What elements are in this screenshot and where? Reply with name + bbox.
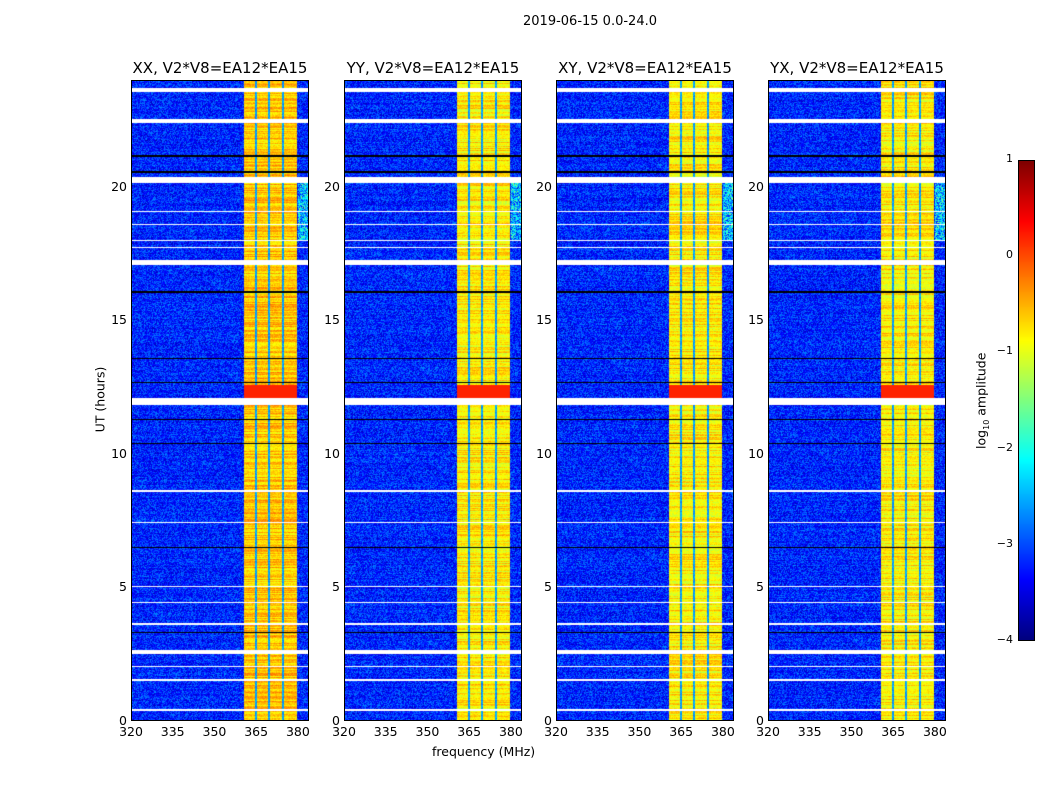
- heatmap-cells: [345, 81, 521, 720]
- x-tick-label: 335: [797, 724, 822, 739]
- y-tick-label: 15: [324, 312, 340, 328]
- y-tick-label: 5: [756, 579, 764, 595]
- x-tick-label: 350: [627, 724, 652, 739]
- x-tick-label: 380: [285, 724, 310, 739]
- x-tick-label: 365: [457, 724, 482, 739]
- heatmap-panel-xy: [556, 80, 734, 721]
- panel-title: XX, V2*V8=EA12*EA15: [132, 59, 308, 77]
- y-tick-label: 0: [332, 713, 340, 728]
- x-tick-label: 365: [244, 724, 269, 739]
- heatmap-cells: [769, 81, 945, 720]
- y-tick-label: 15: [536, 312, 552, 328]
- y-axis-label: UT (hours): [92, 366, 108, 433]
- colorbar-label-rest: amplitude: [973, 352, 989, 420]
- x-tick-label: 320: [544, 724, 568, 739]
- colorbar-gradient: [1019, 161, 1034, 640]
- x-tick-label: 350: [839, 724, 864, 739]
- colorbar-tick-label: 0: [1006, 248, 1013, 262]
- x-tick-label: 335: [373, 724, 398, 739]
- x-tick-label: 320: [332, 724, 356, 739]
- x-tick-label: 380: [710, 724, 735, 739]
- x-axis-label: frequency (MHz): [432, 744, 536, 759]
- x-tick-label: 365: [881, 724, 906, 739]
- x-tick-label: 335: [585, 724, 610, 739]
- heatmap-panel-xx: [131, 80, 309, 721]
- y-tick-label: 15: [111, 312, 127, 328]
- x-tick-label: 350: [415, 724, 440, 739]
- colorbar-tick-label: −4: [996, 633, 1013, 646]
- y-tick-label: 20: [111, 178, 127, 194]
- panel-title: YX, V2*V8=EA12*EA15: [770, 59, 944, 77]
- y-tick-label: 5: [332, 579, 340, 595]
- colorbar-label-sub: 10: [981, 419, 991, 430]
- y-tick-label: 0: [544, 713, 552, 728]
- y-tick-label: 10: [748, 445, 764, 461]
- colorbar-tick-label: −2: [996, 440, 1013, 454]
- panel-title: YY, V2*V8=EA12*EA15: [346, 59, 520, 77]
- figure-title: 2019-06-15 0.0-24.0: [523, 14, 657, 29]
- heatmap-panel-yy: [344, 80, 522, 721]
- x-tick-label: 380: [922, 724, 947, 739]
- x-tick-label: 380: [498, 724, 523, 739]
- y-tick-label: 5: [119, 579, 127, 595]
- heatmap-cells: [132, 81, 308, 720]
- y-tick-label: 5: [544, 579, 552, 595]
- heatmap-cells: [557, 81, 733, 720]
- colorbar-tick-label: 1: [1006, 152, 1013, 165]
- x-tick-label: 365: [669, 724, 694, 739]
- y-tick-label: 15: [748, 312, 764, 328]
- y-tick-label: 20: [536, 178, 552, 194]
- panel-title: XY, V2*V8=EA12*EA15: [558, 59, 732, 77]
- colorbar: [1018, 160, 1035, 641]
- y-tick-label: 0: [756, 713, 764, 728]
- heatmap-panel-yx: [768, 80, 946, 721]
- colorbar-label-main: log: [973, 429, 989, 449]
- y-tick-label: 0: [119, 713, 127, 728]
- colorbar-tick-label: −3: [996, 536, 1013, 550]
- y-tick-label: 10: [324, 445, 340, 461]
- y-tick-label: 10: [111, 445, 127, 461]
- y-tick-label: 10: [536, 445, 552, 461]
- y-tick-label: 20: [324, 178, 340, 194]
- y-tick-label: 20: [748, 178, 764, 194]
- colorbar-tick-label: −1: [996, 344, 1013, 358]
- colorbar-label: log10 amplitude: [973, 351, 991, 451]
- x-tick-label: 335: [160, 724, 185, 739]
- x-tick-label: 320: [756, 724, 780, 739]
- x-tick-label: 320: [119, 724, 143, 739]
- x-tick-label: 350: [202, 724, 227, 739]
